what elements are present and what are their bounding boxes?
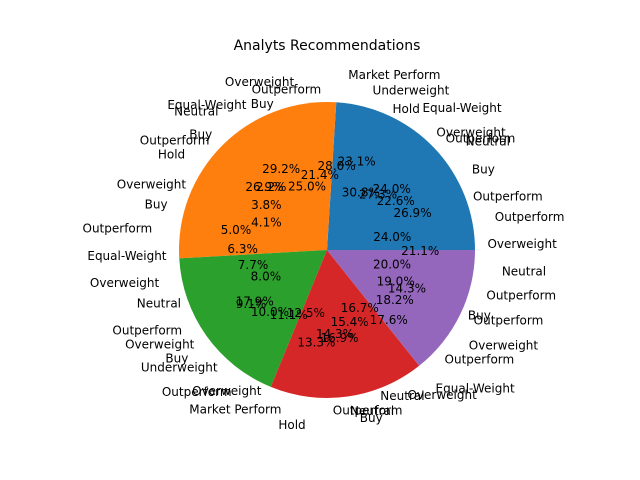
overplotted-category-label: Buy [468, 309, 491, 323]
overplotted-category-label: Overweight [225, 75, 295, 89]
overplotted-percent-label: 3.8% [251, 198, 282, 212]
overplotted-category-label: Hold [158, 148, 185, 162]
overplotted-category-label: Outperform [112, 323, 182, 337]
overplotted-category-label: Outperform [333, 403, 403, 417]
overplotted-category-label: Outperform [140, 134, 210, 148]
overplotted-category-label: Underweight [141, 361, 218, 375]
slice-category-label: Overweight [125, 337, 195, 351]
slice-category-label: Neutral [350, 404, 394, 418]
overplotted-category-label: Outperform [486, 289, 556, 303]
overplotted-percent-label: 26.9% [393, 206, 431, 220]
overplotted-percent-label: 5.0% [221, 223, 252, 237]
overplotted-percent-label: 14.3% [316, 327, 354, 341]
overplotted-percent-label: 21.1% [401, 244, 439, 258]
slice-category-label: Buy [189, 128, 212, 142]
slice-labels: Outperform 24.0% Buy 26.9% Overweight 17.9% Ne… [125, 128, 543, 419]
overplotted-category-label: Outperform [495, 210, 565, 224]
overplotted-category-label: Buy [145, 197, 168, 211]
overplotted-category-label: Outperform [445, 352, 515, 366]
overplotted-category-label: Neutral [137, 296, 181, 310]
overplotted-percent-label: 17.6% [370, 313, 408, 327]
overplotted-percent-label: 22.6% [377, 194, 415, 208]
overplotted-category-label: Buy [251, 97, 274, 111]
overplotted-percent-label: 25.0% [288, 179, 326, 193]
overplotted-category-label: Equal-Weight [436, 382, 515, 396]
overplotted-percent-label: 10.0% [251, 305, 289, 319]
overplotted-category-label: Overweight [487, 237, 557, 251]
overplotted-category-label: Outperform [83, 222, 153, 236]
overplotted-category-label: Buy [360, 411, 383, 425]
slice-percent-label: 17.9% [236, 295, 274, 309]
overplotted-category-label: Underweight [373, 84, 450, 98]
pie-slice [327, 102, 475, 250]
overplotted-percent-label: 27.3% [359, 187, 397, 201]
overplotted-percent-label: 30.8% [342, 186, 380, 200]
overplotted-category-label: Neutral [502, 264, 546, 278]
overplotted-category-label: Neutral [380, 389, 424, 403]
chart-title: Analyts Recommendations [234, 38, 421, 54]
overplotted-percent-label: 21.4% [301, 168, 339, 182]
overplotted-percent-label: 11.1% [270, 308, 308, 322]
overplotted-category-label: Outperform [473, 190, 543, 204]
overplotted-percent-label: 4.1% [251, 215, 282, 229]
overplotted-percent-label: 20.0% [373, 257, 411, 271]
slice-percent-label: 14.3% [388, 282, 426, 296]
overplotted-category-label: Buy [165, 352, 188, 366]
overplotted-category-label: Overweight [192, 384, 262, 398]
pie-slice [270, 250, 420, 398]
overplotted-category-label: Hold [393, 102, 420, 116]
overplotted-percent-label: 2.2% [256, 180, 287, 194]
overplotted-percent-label: 19.0% [377, 274, 415, 288]
overplotted-label-clutter: OutperformBuyNeutralOverweightEqual-Weig… [83, 68, 565, 432]
overplotted-percent-label: 29.2% [262, 162, 300, 176]
overplotted-category-label: Hold [278, 418, 305, 432]
overplotted-category-label: Outperform [252, 83, 322, 97]
pie-slice [179, 102, 337, 259]
overplotted-percent-label: 28.0% [318, 159, 356, 173]
overplotted-percent-label: 7.7% [238, 258, 269, 272]
overplotted-percent-label: 23.1% [338, 155, 376, 169]
overplotted-category-label: Overweight [90, 276, 160, 290]
slice-percent-label: 16.9% [320, 331, 358, 345]
slice-percent-label: 24.0% [373, 182, 411, 196]
overplotted-category-label: Neutral [466, 134, 510, 148]
overplotted-category-label: Equal-Weight [87, 249, 166, 263]
overplotted-percent-label: 12.5% [287, 306, 325, 320]
overplotted-category-label: Market Perform [348, 68, 440, 82]
pie-slices [179, 102, 475, 398]
pie-slice [327, 250, 475, 366]
overplotted-percent-label: 9.1% [236, 297, 267, 311]
slice-percent-label: 26.9% [245, 180, 283, 194]
overplotted-category-label: Overweight [117, 177, 187, 191]
overplotted-category-label: Overweight [436, 125, 506, 139]
overplotted-percent-label: 24.0% [373, 230, 411, 244]
overplotted-category-label: Overweight [469, 338, 539, 352]
overplotted-category-label: Equal-Weight [167, 98, 246, 112]
overplotted-percent-label: 6.3% [227, 242, 258, 256]
slice-category-label: Outperform [446, 132, 516, 146]
overplotted-percent-label: 18.2% [376, 293, 414, 307]
slice-category-label: Outperform [474, 314, 544, 328]
pie-slice [179, 250, 327, 387]
overplotted-category-label: Neutral [174, 104, 218, 118]
overplotted-category-label: Equal-Weight [422, 101, 501, 115]
overplotted-category-label: Overweight [407, 388, 477, 402]
overplotted-category-label: Market Perform [189, 402, 281, 416]
overplotted-percent-label: 16.7% [341, 301, 379, 315]
overplotted-percent-label: 15.4% [331, 315, 369, 329]
overplotted-percent-label: 13.3% [297, 336, 335, 350]
overplotted-category-label: Outperform [162, 385, 232, 399]
overplotted-category-label: Buy [472, 163, 495, 177]
overplotted-percent-label: 8.0% [251, 270, 282, 284]
